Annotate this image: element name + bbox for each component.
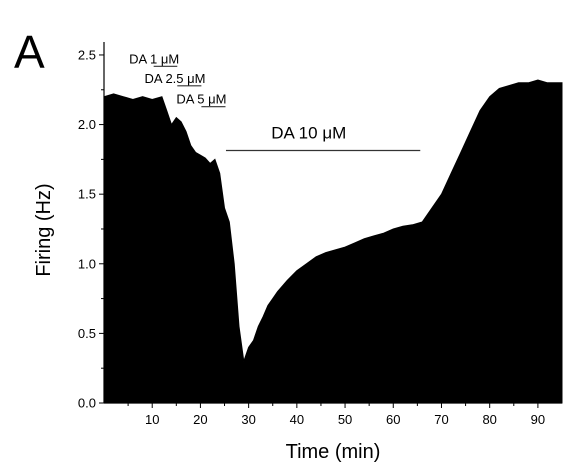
y-tick-label: 2.5: [78, 47, 96, 62]
firing-trace: [103, 79, 563, 404]
x-tick-label: 50: [338, 412, 352, 427]
y-tick-label: 1.5: [78, 187, 96, 202]
y-tick-label: 2.0: [78, 117, 96, 132]
drug-annotation-label: DA 2.5 μM: [144, 71, 205, 86]
x-tick-label: 40: [290, 412, 304, 427]
x-tick-label: 30: [241, 412, 255, 427]
drug-annotation-label: DA 5 μM: [176, 92, 226, 107]
x-tick-label: 80: [482, 412, 496, 427]
x-tick-label: 60: [386, 412, 400, 427]
x-axis-label: Time (min): [286, 441, 381, 463]
y-tick-label: 0.0: [78, 396, 96, 411]
drug-annotation-label: DA 1 μM: [129, 51, 179, 66]
drug-annotation-label: DA 10 μM: [271, 123, 346, 142]
y-tick-label: 1.0: [78, 256, 96, 271]
x-tick-label: 90: [531, 412, 545, 427]
y-axis-label: Firing (Hz): [33, 183, 55, 276]
y-tick-label: 0.5: [78, 326, 96, 341]
axes: 10 20 30 40 50 60 70 80 90 0.0 0.5 1.0 1.5 2.0 2.5: [78, 42, 562, 427]
x-tick-label: 20: [193, 412, 207, 427]
x-tick-label: 10: [145, 412, 159, 427]
annotations: DA 1 μM DA 2.5 μM DA 5 μM DA 10 μM: [129, 51, 421, 152]
plot-area: [103, 79, 563, 404]
panel-label: A: [14, 26, 45, 78]
x-tick-label: 70: [434, 412, 448, 427]
